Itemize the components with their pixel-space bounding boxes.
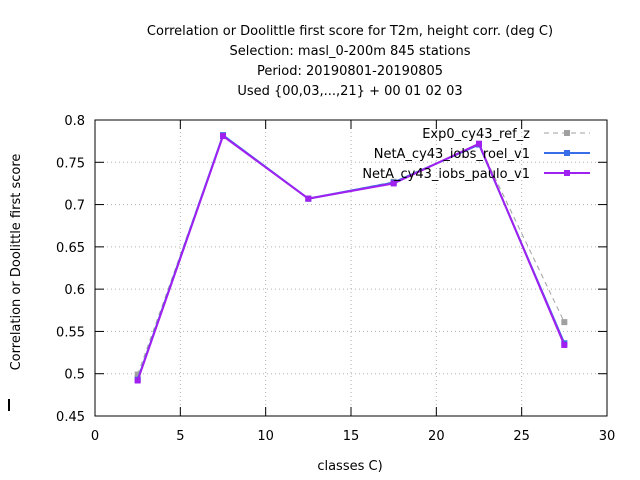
series-NetA_cy43_iobs_paulo_v1	[134, 133, 568, 384]
axis-ticks: 0 5 10 15 20 25 30 0.45 0.5 0.55 0.6 0.65 0.7 0.75 0.8	[56, 114, 615, 444]
y-tick-label: 0.8	[64, 114, 85, 129]
legend-item: Exp0_cy43_ref_z	[422, 127, 590, 142]
x-tick-label: 0	[91, 429, 99, 444]
data-point	[220, 133, 226, 140]
grid	[95, 120, 607, 416]
data-point	[561, 341, 568, 348]
legend-label: NetA_cy43_iobs_paulo_v1	[362, 167, 530, 182]
chart-title-line: Period: 20190801-20190805	[257, 64, 443, 79]
y-tick-label: 0.7	[64, 199, 85, 214]
data-point	[476, 140, 482, 147]
x-tick-label: 10	[257, 429, 274, 444]
legend: Exp0_cy43_ref_z NetA_cy43_iobs_roel_v1 Net…	[362, 127, 590, 182]
y-tick-label: 0.65	[56, 241, 85, 256]
legend-marker	[564, 170, 570, 176]
data-point	[390, 180, 397, 187]
y-tick-label: 0.75	[56, 156, 85, 171]
data-point	[134, 371, 141, 378]
data-point	[561, 319, 568, 326]
chart-title-line: Correlation or Doolittle first score for…	[147, 24, 553, 39]
y-tick-label: 0.45	[56, 410, 85, 425]
legend-label: Exp0_cy43_ref_z	[422, 127, 530, 142]
y-axis-label-marker	[8, 399, 10, 411]
chart-title: Correlation or Doolittle first score for…	[147, 24, 553, 99]
legend-item: NetA_cy43_iobs_paulo_v1	[362, 167, 590, 182]
x-tick-label: 20	[428, 429, 445, 444]
data-point	[134, 377, 141, 384]
x-tick-label: 5	[176, 429, 184, 444]
series-lines	[134, 132, 568, 384]
legend-item: NetA_cy43_iobs_roel_v1	[374, 147, 590, 162]
x-tick-label: 15	[343, 429, 360, 444]
x-axis-label: classes C)	[317, 459, 382, 474]
y-tick-label: 0.5	[64, 368, 85, 383]
y-tick-label: 0.6	[64, 283, 85, 298]
data-point	[305, 195, 312, 202]
y-tick-label: 0.55	[56, 325, 85, 340]
series-line	[136, 134, 566, 381]
x-tick-label: 30	[599, 429, 616, 444]
x-tick-label: 25	[513, 429, 530, 444]
legend-label: NetA_cy43_iobs_roel_v1	[374, 147, 530, 162]
chart-title-line: Used {00,03,...,21} + 00 01 02 03	[237, 84, 462, 99]
legend-marker	[564, 150, 570, 156]
chart-title-line: Selection: masl_0-200m 845 stations	[230, 44, 471, 59]
y-axis-label: Correlation or Doolittle first score	[9, 154, 24, 371]
legend-marker	[564, 130, 570, 136]
